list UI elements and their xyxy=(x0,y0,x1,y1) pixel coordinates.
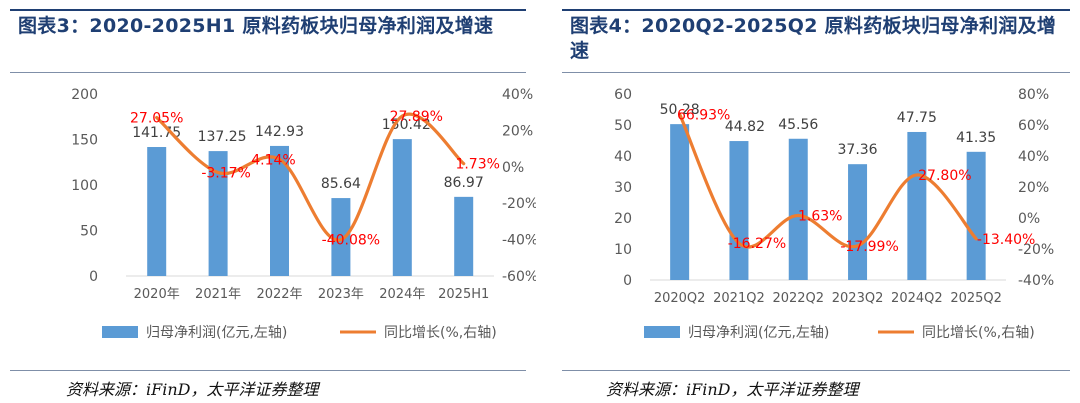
net-profit-chart-annual: 0 50 100 150 200 -60% -40% -20% 0% 20% 40% 2020年 202… xyxy=(71,87,536,341)
growth-value-label: 27.05% xyxy=(130,111,183,127)
x-tick-label: 2023年 xyxy=(318,287,364,302)
growth-value-label: 1.63% xyxy=(798,208,842,224)
bar xyxy=(270,145,289,276)
growth-value-label: -17.99% xyxy=(840,239,898,255)
bar-value-label: 47.75 xyxy=(897,110,937,126)
bar-value-label: 85.64 xyxy=(321,176,361,192)
legend-line-label: 同比增长(%,右轴) xyxy=(922,325,1035,341)
bar xyxy=(907,131,927,280)
y-left-tick-label: 20 xyxy=(614,211,632,227)
x-tick-label: 2020年 xyxy=(134,287,180,302)
growth-value-label: -3.17% xyxy=(201,166,251,182)
y-right-tick-label: 40% xyxy=(502,87,533,103)
chart-panel-left: 图表3：2020-2025H1 原料药板块归母净利润及增速 0 50 100 150 2… xyxy=(0,0,536,403)
bar xyxy=(788,138,808,280)
bar-value-label: 141.75 xyxy=(132,125,181,141)
y-left-tick-label: 50 xyxy=(614,118,632,134)
bar xyxy=(208,151,228,276)
chart-title: 图表3：2020-2025H1 原料药板块归母净利润及增速 xyxy=(18,15,494,37)
chart-panel-right: 图表4：2020Q2-2025Q2 原料药板块归母净利润及增速 0 10 20 30 4… xyxy=(552,0,1080,403)
growth-value-label: 27.89% xyxy=(390,109,443,125)
bottom-rule xyxy=(10,370,526,371)
bar-value-label: 137.25 xyxy=(198,129,247,145)
bar xyxy=(454,196,474,276)
y-left-tick-label: 150 xyxy=(71,133,98,149)
y-left-tick-label: 200 xyxy=(71,87,98,103)
bar-value-label: 142.93 xyxy=(255,124,304,140)
growth-value-label: 27.80% xyxy=(918,168,971,184)
growth-line xyxy=(678,112,978,249)
legend-line-label: 同比增长(%,右轴) xyxy=(384,325,497,341)
bar-value-label: 41.35 xyxy=(956,130,996,146)
growth-value-label: 4.14% xyxy=(251,152,295,168)
y-left-tick-label: 0 xyxy=(89,269,98,285)
y-left-tick-label: 30 xyxy=(614,180,632,196)
y-left-tick-label: 50 xyxy=(80,224,98,240)
bottom-rule xyxy=(562,370,1070,371)
bar-value-label: 45.56 xyxy=(778,117,818,133)
bar xyxy=(147,147,167,276)
y-right-tick-label: -20% xyxy=(1018,242,1054,258)
bar xyxy=(848,164,868,280)
legend-bar-swatch xyxy=(644,326,680,338)
x-tick-label: 2021年 xyxy=(195,287,241,302)
growth-value-label: -40.08% xyxy=(322,233,380,249)
legend-bar-swatch xyxy=(102,326,138,338)
y-right-tick-label: 20% xyxy=(1018,180,1049,196)
bar-value-label: 50.28 xyxy=(660,102,700,118)
bar-value-label: 86.97 xyxy=(444,175,484,191)
source-note: 资料来源：iFinD，太平洋证券整理 xyxy=(606,380,859,399)
bar xyxy=(331,198,351,276)
bar xyxy=(392,139,412,276)
y-right-tick-label: 0% xyxy=(502,160,524,176)
growth-value-label: 66.93% xyxy=(677,107,730,123)
y-right-tick-label: -60% xyxy=(502,269,536,285)
y-right-tick-label: 80% xyxy=(1018,87,1049,103)
net-profit-chart-quarterly: 0 10 20 30 40 50 60 -40% -20% 0% 20% 40% 60% 80% 2020Q… xyxy=(614,87,1054,341)
y-right-tick-label: -20% xyxy=(502,196,536,212)
x-tick-label: 2025Q2 xyxy=(950,291,1002,306)
x-tick-label: 2024年 xyxy=(379,287,425,302)
bar xyxy=(966,151,986,280)
y-left-tick-label: 40 xyxy=(614,149,632,165)
x-tick-label: 2022年 xyxy=(256,287,302,302)
top-rule xyxy=(562,9,1070,11)
bar xyxy=(670,124,690,280)
top-rule xyxy=(10,9,526,11)
chart-title: 图表4：2020Q2-2025Q2 原料药板块归母净利润及增速 xyxy=(570,15,1057,62)
x-tick-label: 2025H1 xyxy=(438,287,489,302)
growth-value-label: 1.73% xyxy=(455,157,499,173)
y-left-tick-label: 0 xyxy=(623,273,632,289)
title-rule xyxy=(10,72,526,73)
bar-value-label: 37.36 xyxy=(838,142,878,158)
y-right-tick-label: -40% xyxy=(1018,273,1054,289)
y-right-tick-label: 20% xyxy=(502,123,533,139)
bar-value-label: 150.42 xyxy=(382,117,431,133)
bar-value-label: 44.82 xyxy=(725,119,765,135)
y-left-tick-label: 60 xyxy=(614,87,632,103)
x-tick-label: 2020Q2 xyxy=(654,291,706,306)
y-left-tick-label: 10 xyxy=(614,242,632,258)
legend-bar-label: 归母净利润(亿元,左轴) xyxy=(688,324,829,341)
y-right-tick-label: 0% xyxy=(1018,211,1040,227)
source-note: 资料来源：iFinD，太平洋证券整理 xyxy=(66,380,319,399)
growth-value-label: -13.40% xyxy=(977,232,1035,248)
x-tick-label: 2021Q2 xyxy=(713,291,765,306)
growth-line xyxy=(155,112,466,242)
x-tick-label: 2023Q2 xyxy=(832,291,884,306)
bar xyxy=(729,141,749,280)
y-left-tick-label: 100 xyxy=(71,178,98,194)
y-right-tick-label: 60% xyxy=(1018,118,1049,134)
x-tick-label: 2022Q2 xyxy=(772,291,824,306)
y-right-tick-label: 40% xyxy=(1018,149,1049,165)
x-tick-label: 2024Q2 xyxy=(891,291,943,306)
growth-value-label: -16.27% xyxy=(728,236,786,252)
y-right-tick-label: -40% xyxy=(502,233,536,249)
legend-bar-label: 归母净利润(亿元,左轴) xyxy=(146,324,287,341)
title-rule xyxy=(562,72,1070,73)
